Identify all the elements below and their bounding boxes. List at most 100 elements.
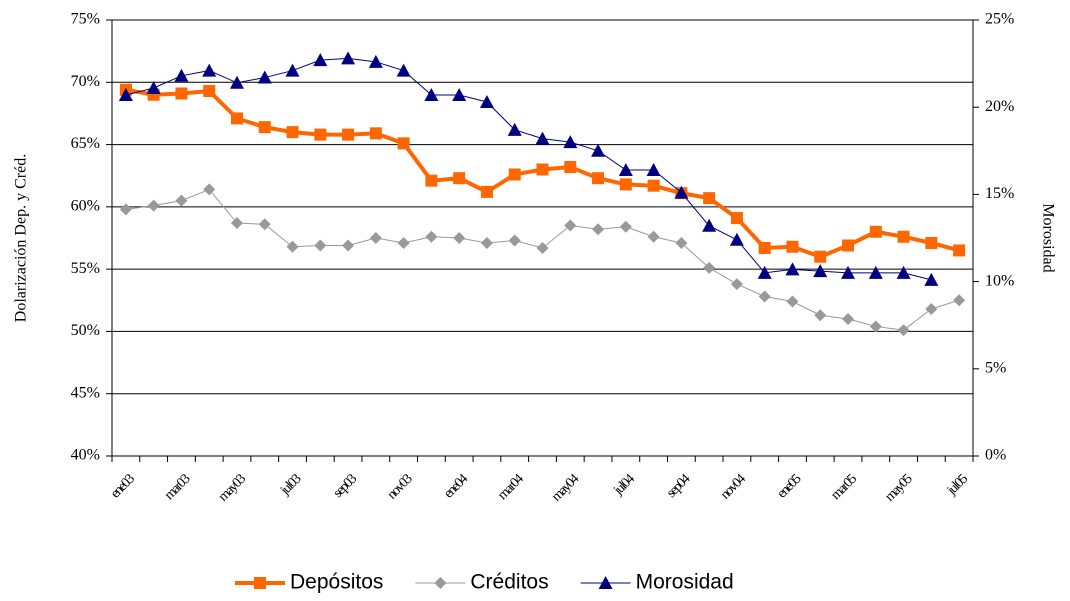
legend-label: Depósitos: [290, 571, 383, 594]
x-tick-label: ene04: [441, 471, 471, 501]
data-point: [452, 87, 467, 101]
x-tick-label: mar03: [162, 471, 194, 503]
data-point: [508, 234, 521, 247]
data-point: [230, 112, 243, 125]
legend-marker: [434, 577, 447, 589]
data-point: [535, 131, 550, 145]
data-point: [675, 236, 688, 249]
data-point: [758, 290, 771, 303]
data-point: [425, 174, 438, 187]
x-tick-label: nov04: [718, 471, 749, 502]
data-point: [202, 63, 217, 77]
data-point: [564, 219, 577, 232]
data-point: [869, 225, 882, 238]
y-tick-label: 70%: [71, 73, 100, 90]
data-point: [647, 230, 660, 243]
data-point: [868, 265, 883, 279]
x-tick-label: jul04: [611, 471, 638, 498]
data-point: [314, 128, 327, 141]
data-point: [341, 51, 356, 65]
data-point: [480, 185, 493, 198]
data-point: [369, 232, 382, 244]
data-point: [674, 185, 689, 199]
data-point: [453, 232, 466, 244]
data-point: [230, 217, 243, 230]
data-point: [119, 203, 132, 216]
data-point: [869, 320, 882, 333]
data-point: [286, 240, 299, 253]
data-point: [730, 278, 743, 291]
data-point: [814, 250, 827, 263]
data-point: [786, 240, 799, 253]
data-point: [591, 143, 606, 157]
data-point: [368, 54, 383, 68]
data-point: [203, 183, 216, 196]
data-point: [536, 163, 549, 176]
x-tick-label: sep03: [331, 471, 360, 500]
legend-marker: [254, 577, 266, 589]
x-tick-label: may04: [549, 471, 582, 504]
legend-label: Morosidad: [636, 571, 734, 594]
data-point: [841, 265, 856, 279]
data-point: [618, 162, 633, 176]
x-tick-label: jul03: [277, 471, 304, 498]
data-point: [479, 94, 494, 108]
data-point: [480, 236, 493, 249]
data-point: [758, 241, 771, 254]
series-line: [125, 188, 960, 331]
data-point: [229, 75, 244, 89]
data-point: [619, 178, 632, 191]
data-point: [842, 312, 855, 325]
data-point: [786, 295, 799, 308]
data-point: [925, 303, 938, 316]
x-tick-label: mar04: [495, 471, 527, 503]
data-point: [592, 223, 605, 236]
y-tick-label: 45%: [71, 384, 100, 401]
x-tick-label: sep04: [664, 471, 693, 500]
data-point: [646, 162, 661, 176]
x-tick-label: nov03: [385, 471, 416, 502]
data-point: [453, 172, 466, 185]
y2-tick-label: 20%: [985, 98, 1014, 115]
y2-axis-label: Morosidad: [1039, 203, 1056, 272]
y-tick-label: 75%: [71, 11, 100, 28]
data-point: [647, 179, 660, 192]
x-tick-label: may03: [216, 471, 249, 504]
data-point: [342, 128, 355, 141]
data-point: [174, 68, 189, 82]
data-point: [118, 87, 133, 101]
y2-tick-label: 15%: [985, 185, 1014, 202]
data-point: [757, 265, 772, 279]
data-point: [619, 220, 632, 233]
x-tick-label: ene03: [108, 471, 138, 501]
y-axis-label: Dolarización Dep. y Créd.: [13, 154, 30, 322]
data-point: [507, 122, 522, 136]
data-point: [897, 230, 910, 243]
data-point: [396, 63, 411, 77]
data-point: [257, 70, 272, 84]
data-point: [314, 239, 327, 252]
data-point: [953, 244, 966, 257]
data-point: [703, 192, 716, 205]
data-point: [897, 324, 910, 337]
legend-marker: [598, 576, 613, 589]
data-point: [813, 264, 828, 278]
y-tick-label: 55%: [71, 260, 100, 277]
data-point: [564, 160, 577, 173]
legend-label: Créditos: [470, 571, 548, 594]
data-point: [258, 121, 271, 134]
data-point: [730, 212, 743, 225]
data-point: [703, 261, 716, 274]
data-point: [896, 265, 911, 279]
data-point: [258, 218, 271, 231]
y-tick-label: 50%: [71, 322, 100, 339]
data-point: [369, 127, 382, 140]
data-point: [508, 168, 521, 181]
data-point: [536, 241, 549, 254]
data-point: [925, 236, 938, 249]
data-point: [425, 230, 438, 243]
y2-tick-label: 0%: [985, 447, 1006, 464]
y-tick-label: 65%: [71, 135, 100, 152]
data-point: [147, 199, 160, 212]
